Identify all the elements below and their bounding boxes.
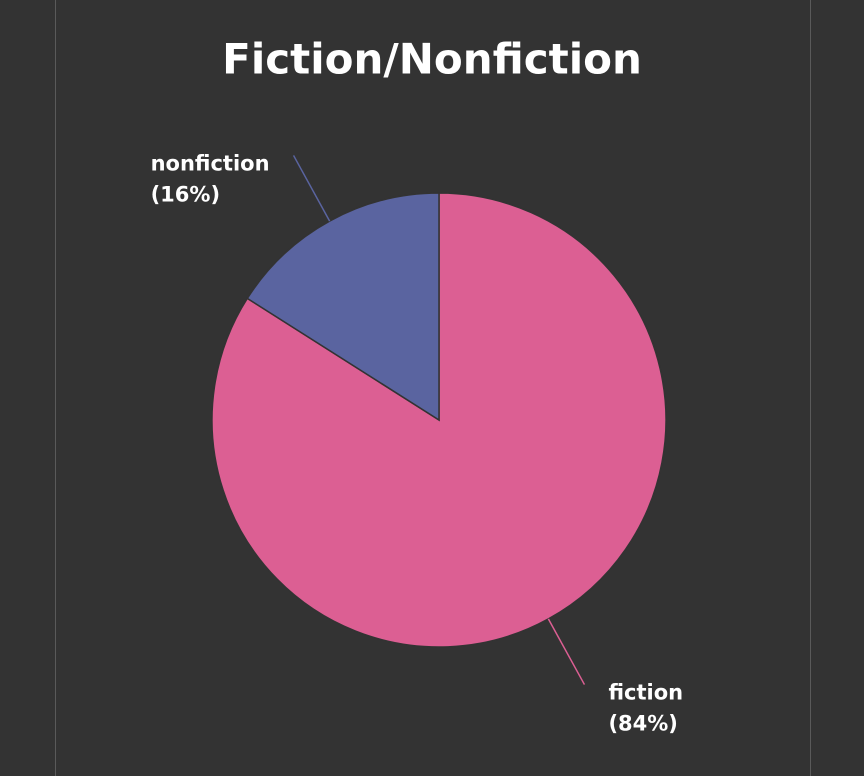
slice-label: fiction — [608, 681, 683, 705]
pie-slice — [246, 192, 440, 422]
chart-title: Fiction/Nonfiction — [222, 35, 642, 84]
leader-line — [292, 155, 331, 222]
slice-label: nonfiction — [151, 151, 270, 175]
slice-value-label: (84%) — [608, 712, 677, 736]
leader-line — [547, 618, 586, 685]
slice-value-label: (16%) — [151, 182, 220, 206]
